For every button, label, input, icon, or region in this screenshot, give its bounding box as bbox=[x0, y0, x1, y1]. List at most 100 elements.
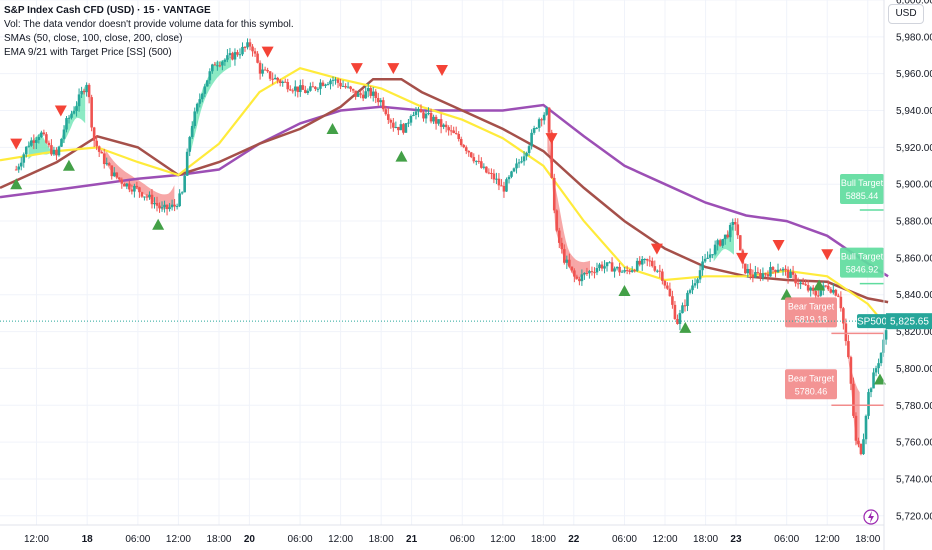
candle-body bbox=[650, 260, 654, 267]
legend-title[interactable]: S&P Index Cash CFD (USD) · 15 · VANTAGE bbox=[4, 5, 211, 16]
y-tick-label: 5,720.00 bbox=[896, 511, 932, 522]
candle-body bbox=[223, 59, 227, 62]
candle-body bbox=[625, 270, 629, 272]
candle-body bbox=[27, 145, 31, 147]
candle-body bbox=[691, 285, 694, 291]
candle-body bbox=[490, 173, 493, 175]
candle-body bbox=[87, 84, 91, 98]
candle-body bbox=[319, 82, 322, 89]
candle-body bbox=[422, 112, 425, 119]
candle-body bbox=[728, 225, 732, 238]
candle-body bbox=[638, 260, 642, 265]
signal-fills bbox=[28, 56, 860, 449]
candle-body bbox=[502, 185, 506, 192]
candle-body bbox=[814, 290, 818, 296]
bull-target-box bbox=[840, 247, 884, 278]
candle-body bbox=[228, 53, 232, 56]
candle-body bbox=[198, 99, 202, 104]
candle-body bbox=[791, 271, 795, 275]
candle-body bbox=[565, 259, 569, 263]
candle-body bbox=[515, 163, 518, 169]
candle-body bbox=[67, 117, 71, 119]
candle-body bbox=[738, 235, 742, 251]
candle-body bbox=[661, 271, 664, 281]
candle-body bbox=[211, 64, 214, 72]
candle-body bbox=[485, 166, 488, 173]
candle-body bbox=[557, 230, 561, 243]
candle-body bbox=[19, 162, 23, 167]
candle-body bbox=[570, 266, 574, 271]
candle-body bbox=[766, 274, 770, 277]
candle-body bbox=[648, 260, 652, 262]
candle-body bbox=[781, 268, 785, 271]
candle-body bbox=[361, 94, 365, 99]
currency-button[interactable]: USD bbox=[888, 4, 924, 24]
y-tick-label: 5,840.00 bbox=[896, 290, 932, 301]
candle-body bbox=[671, 296, 674, 305]
legend-volume[interactable]: Vol: The data vendor doesn't provide vol… bbox=[4, 19, 294, 30]
candle-body bbox=[673, 304, 677, 319]
candle-body bbox=[550, 132, 554, 178]
candle-body bbox=[872, 372, 875, 389]
candle-body bbox=[409, 115, 413, 123]
candle-body bbox=[389, 119, 393, 123]
candle-body bbox=[271, 78, 274, 80]
sell-signal-arrow bbox=[545, 133, 558, 145]
bull-target-label: Bull Target bbox=[841, 252, 884, 262]
candles bbox=[14, 38, 888, 456]
x-tick-label: 12:00 bbox=[490, 534, 515, 545]
lightning-icon[interactable] bbox=[863, 509, 879, 525]
candle-body bbox=[419, 108, 423, 113]
candle-body bbox=[236, 52, 239, 55]
candle-body bbox=[52, 149, 56, 155]
candle-body bbox=[487, 172, 491, 174]
candle-body bbox=[417, 108, 420, 112]
candle-body bbox=[816, 295, 820, 297]
candle-body bbox=[789, 271, 792, 278]
candle-body bbox=[847, 341, 850, 358]
candle-body bbox=[721, 239, 724, 246]
candle-body bbox=[281, 81, 285, 83]
candle-body bbox=[399, 124, 403, 131]
candle-body bbox=[575, 276, 579, 279]
candle-body bbox=[339, 82, 342, 87]
candle-body bbox=[532, 128, 536, 133]
candle-body bbox=[540, 119, 543, 121]
legend-smas[interactable]: SMAs (50, close, 100, close, 200, close) bbox=[4, 33, 183, 44]
candle-body bbox=[744, 263, 747, 274]
candle-body bbox=[600, 264, 604, 269]
candle-body bbox=[854, 415, 858, 441]
candle-body bbox=[756, 272, 760, 274]
bull-target-label: Bull Target bbox=[841, 178, 884, 188]
candle-body bbox=[404, 123, 408, 133]
candle-body bbox=[643, 258, 647, 260]
y-tick-label: 5,740.00 bbox=[896, 474, 932, 485]
candle-body bbox=[771, 267, 775, 270]
buy-signal-arrow bbox=[152, 218, 165, 230]
candle-body bbox=[459, 139, 463, 146]
candle-body bbox=[462, 145, 466, 148]
candle-body bbox=[309, 86, 312, 91]
candle-body bbox=[205, 80, 209, 87]
candle-body bbox=[585, 273, 589, 275]
buy-signal-arrow bbox=[62, 159, 75, 171]
candle-body bbox=[256, 53, 259, 63]
candle-body bbox=[799, 282, 802, 285]
candle-body bbox=[185, 151, 189, 176]
candle-body bbox=[278, 80, 282, 83]
candle-body bbox=[213, 64, 217, 66]
candle-body bbox=[749, 268, 752, 275]
candle-body bbox=[42, 132, 46, 135]
candle-body bbox=[351, 88, 355, 91]
candle-body bbox=[153, 203, 156, 205]
candle-body bbox=[849, 357, 853, 384]
candle-body bbox=[35, 139, 38, 143]
buy-signal-arrow bbox=[618, 285, 631, 297]
buy-signal-arrow bbox=[873, 373, 886, 385]
candle-body bbox=[316, 88, 320, 90]
legend-ema[interactable]: EMA 9/21 with Target Price [SS] (500) bbox=[4, 47, 172, 58]
buy-signal-arrow bbox=[780, 288, 793, 300]
candle-body bbox=[47, 142, 51, 146]
candle-body bbox=[133, 185, 136, 192]
